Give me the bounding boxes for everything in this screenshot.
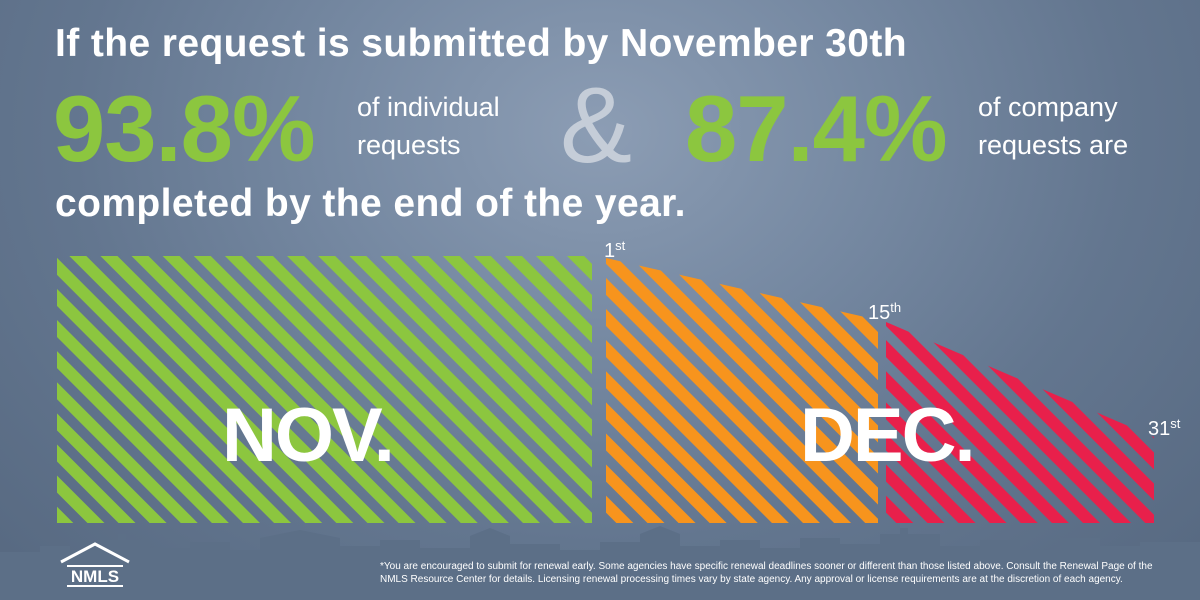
individual-description-line1: of individual [357,92,500,122]
logo-roof-icon [60,542,130,564]
day-15-label: 15th [868,298,901,323]
nov-block [57,256,592,523]
footnote: *You are encouraged to submit for renewa… [380,561,1153,585]
dec-first-half-block [606,258,878,523]
individual-description: of individual requests [357,88,500,164]
nov-label: NOV. [222,393,395,478]
day-1-number: 1 [604,240,616,262]
rooftop-skyline [0,526,1200,600]
day-1-label: 1st [604,236,625,261]
individual-percent: 93.8% [53,76,316,181]
individual-description-line2: requests [357,130,461,160]
company-description-line1: of company [978,92,1118,122]
day-1-suffix: st [615,238,626,253]
day-15-suffix: th [890,300,902,315]
nmls-logo: NMLS [60,542,130,587]
day-15-number: 15 [868,302,891,324]
company-description-line2: requests are [978,130,1129,160]
day-31-label: 31st [1148,414,1180,439]
company-percent: 87.4% [685,76,948,181]
headline-bottom: completed by the end of the year. [55,182,686,225]
timeline-graphic [57,256,1154,523]
day-31-suffix: st [1170,416,1181,431]
headline-top: If the request is submitted by November … [55,22,907,65]
dec-label: DEC. [800,393,976,478]
logo-text: NMLS [71,567,119,586]
company-description: of company requests are [978,88,1128,164]
ampersand: & [560,64,633,185]
skyline-shape [0,526,1200,600]
day-31-number: 31 [1148,418,1171,440]
dec-second-half-block [886,322,1154,523]
